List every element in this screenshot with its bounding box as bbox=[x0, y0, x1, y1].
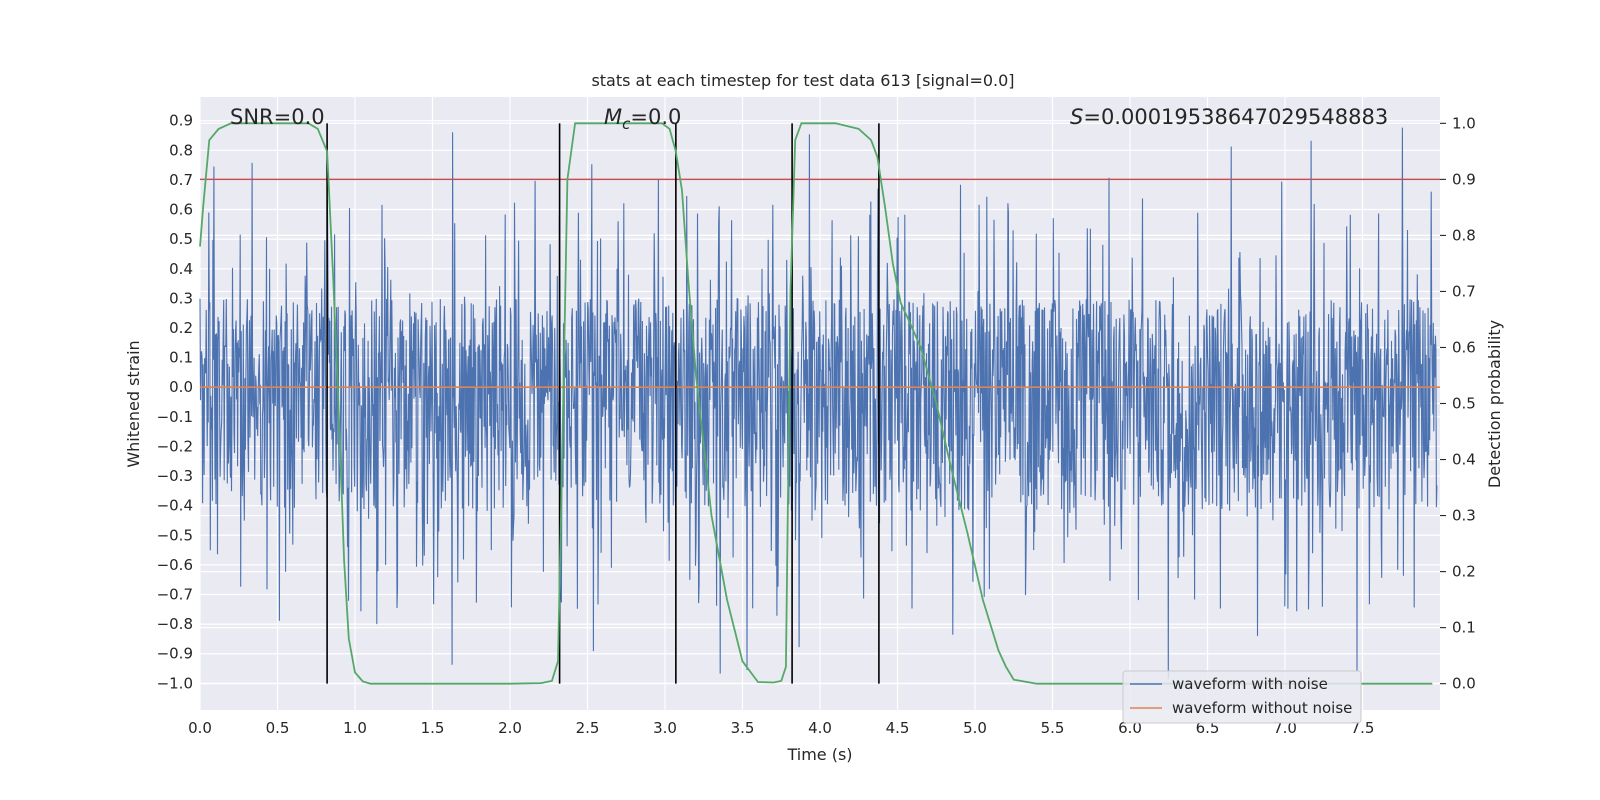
y-tick-label: 0.1 bbox=[169, 349, 193, 367]
y-tick-label: −0.1 bbox=[157, 408, 193, 426]
y2-axis-ticks: 1.0 0.9 0.8 0.7 0.6 0.5 0.4 0.3 0.2 0.1 0.0 bbox=[1440, 114, 1476, 693]
x-tick-label: 2.0 bbox=[498, 719, 522, 737]
y-tick-label: 0.5 bbox=[169, 230, 193, 248]
series-detection-probability bbox=[199, 122, 1433, 685]
x-tick-label: 2.5 bbox=[576, 719, 600, 737]
x-tick-label: 5.0 bbox=[963, 719, 987, 737]
y2-tick-label: 1.0 bbox=[1452, 114, 1476, 132]
y-tick-label: −0.6 bbox=[157, 556, 193, 574]
x-tick-label: 0.0 bbox=[188, 719, 212, 737]
y2-tick-label: 0.8 bbox=[1452, 226, 1476, 244]
x-tick-label: 3.0 bbox=[653, 719, 677, 737]
y2-tick-label: 0.7 bbox=[1452, 282, 1476, 300]
y2-tick-label: 0.3 bbox=[1452, 507, 1476, 525]
mc-value: =0.0 bbox=[630, 105, 681, 129]
x-tick-label: 4.5 bbox=[886, 719, 910, 737]
y-tick-label: −0.2 bbox=[157, 437, 193, 455]
mc-subscript: c bbox=[622, 115, 631, 133]
y-tick-label: −0.5 bbox=[157, 526, 193, 544]
x-tick-label: 0.5 bbox=[266, 719, 290, 737]
y2-axis-label: Detection probability bbox=[1485, 320, 1504, 488]
x-tick-label: 1.5 bbox=[421, 719, 445, 737]
y2-tick-label: 0.1 bbox=[1452, 619, 1476, 637]
y-tick-label: 0.8 bbox=[169, 141, 193, 159]
chart-title: stats at each timestep for test data 613… bbox=[591, 71, 1014, 90]
legend: waveform with noise waveform without noi… bbox=[1122, 670, 1362, 724]
y-tick-label: −0.7 bbox=[157, 586, 193, 604]
series-waveform-with-noise bbox=[199, 127, 1438, 679]
legend-label-noise: waveform with noise bbox=[1172, 675, 1328, 693]
x-tick-label: 3.5 bbox=[731, 719, 755, 737]
y-tick-label: 0.2 bbox=[169, 319, 193, 337]
snr-annotation: SNR=0.0 bbox=[230, 105, 325, 129]
y-axis-label: Whitened strain bbox=[124, 340, 143, 467]
y-tick-label: 0.9 bbox=[169, 112, 193, 130]
mc-annotation: Mc=0.0 bbox=[604, 105, 681, 133]
y-tick-label: 0.4 bbox=[169, 260, 193, 278]
y2-tick-label: 0.5 bbox=[1452, 395, 1476, 413]
y-axis-ticks: 0.9 0.8 0.7 0.6 0.5 0.4 0.3 0.2 0.1 0.0 −0.1 −0.2 −0… bbox=[157, 112, 193, 693]
y-tick-label: 0.6 bbox=[169, 201, 193, 219]
y-tick-label: −0.3 bbox=[157, 467, 193, 485]
y-tick-label: −0.4 bbox=[157, 497, 193, 515]
s-annotation: S=0.00019538647029548883 bbox=[1070, 105, 1388, 129]
y2-tick-label: 0.6 bbox=[1452, 338, 1476, 356]
y2-tick-label: 0.0 bbox=[1452, 675, 1476, 693]
x-axis-label: Time (s) bbox=[786, 745, 852, 764]
y2-tick-label: 0.4 bbox=[1452, 451, 1476, 469]
mc-symbol: M bbox=[604, 105, 622, 129]
y-tick-label: 0.7 bbox=[169, 171, 193, 189]
x-tick-label: 1.0 bbox=[343, 719, 367, 737]
y-tick-label: 0.3 bbox=[169, 289, 193, 307]
legend-box bbox=[1122, 670, 1362, 724]
y-tick-label: −0.8 bbox=[157, 615, 193, 633]
y-tick-label: −1.0 bbox=[157, 674, 193, 692]
x-tick-label: 5.5 bbox=[1041, 719, 1065, 737]
y2-tick-label: 0.9 bbox=[1452, 170, 1476, 188]
x-axis-ticks: 0.0 0.5 1.0 1.5 2.0 2.5 3.0 3.5 4.0 4.5 5.0 5.5 6.0 6… bbox=[188, 719, 1374, 737]
x-tick-label: 4.0 bbox=[808, 719, 832, 737]
legend-label-clean: waveform without noise bbox=[1172, 699, 1352, 717]
y2-tick-label: 0.2 bbox=[1452, 563, 1476, 581]
s-symbol: S bbox=[1070, 105, 1083, 129]
noise-trace bbox=[199, 127, 1438, 679]
y-tick-label: 0.0 bbox=[169, 378, 193, 396]
s-value: =0.00019538647029548883 bbox=[1083, 105, 1388, 129]
y-tick-label: −0.9 bbox=[157, 645, 193, 663]
